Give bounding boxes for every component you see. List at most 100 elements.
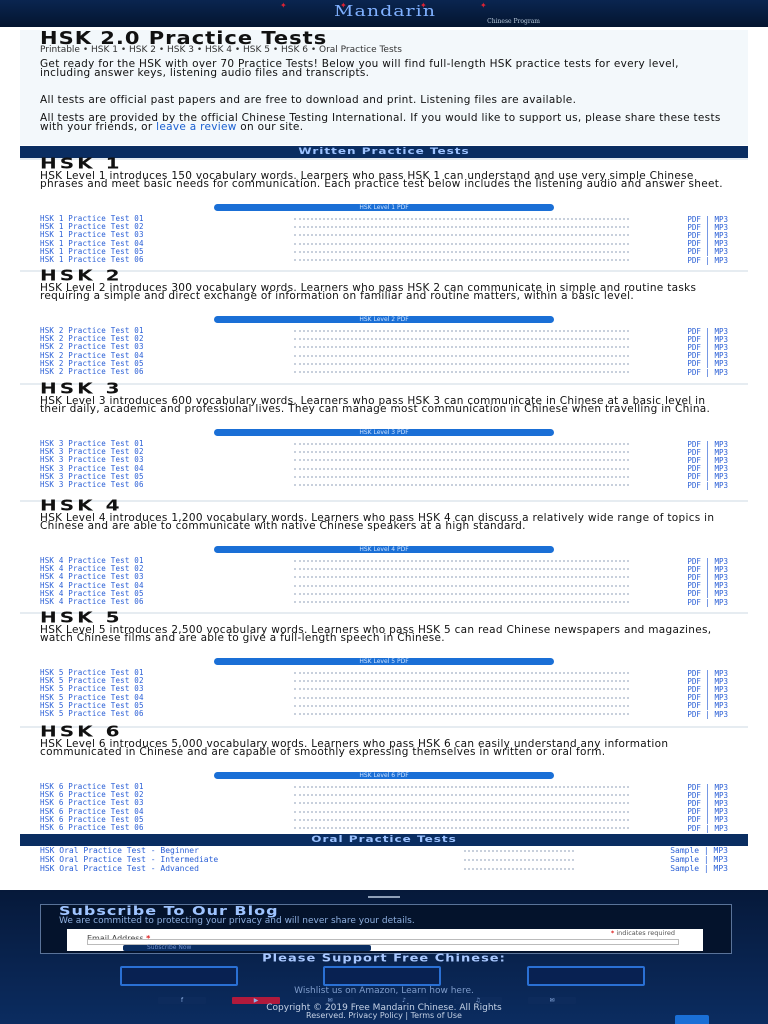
support-button-3[interactable] — [527, 966, 645, 986]
test-link[interactable]: HSK 4 Practice Test 01 — [40, 557, 144, 566]
test-files-link[interactable]: PDF | MP3 — [687, 798, 728, 808]
test-link[interactable]: HSK 5 Practice Test 04 — [40, 693, 144, 702]
level-pdf-button[interactable]: HSK Level 1 PDF — [214, 204, 554, 211]
test-link[interactable]: HSK 6 Practice Test 01 — [40, 783, 144, 792]
test-files-link[interactable]: PDF | MP3 — [687, 693, 728, 703]
test-link[interactable]: HSK 4 Practice Test 02 — [40, 565, 144, 574]
test-link[interactable]: HSK 2 Practice Test 04 — [40, 351, 144, 360]
test-files-link[interactable]: PDF | MP3 — [687, 239, 728, 249]
test-files-link[interactable]: PDF | MP3 — [687, 790, 728, 800]
test-link[interactable]: HSK 3 Practice Test 04 — [40, 464, 144, 473]
subscribe-button[interactable]: Subscribe Now — [123, 945, 371, 951]
test-files-link[interactable]: PDF | MP3 — [687, 564, 728, 574]
test-link[interactable]: HSK 3 Practice Test 06 — [40, 481, 144, 490]
test-link[interactable]: HSK 1 Practice Test 02 — [40, 223, 144, 232]
test-row: HSK 1 Practice Test 02 PDF | MP3 — [40, 222, 728, 232]
social-icon[interactable]: ♫ — [454, 997, 502, 1004]
site-logo[interactable]: ✦ ✦ ✦ ✦ Mandarin Chinese Program — [220, 1, 550, 25]
test-link[interactable]: HSK 2 Practice Test 02 — [40, 335, 144, 344]
level-pdf-button[interactable]: HSK Level 3 PDF — [214, 429, 554, 436]
oral-test-files-link[interactable]: Sample | MP3 — [670, 864, 728, 873]
back-to-top-button[interactable] — [675, 1015, 709, 1024]
test-files-link[interactable]: PDF | MP3 — [687, 439, 728, 449]
test-link[interactable]: HSK 3 Practice Test 02 — [40, 448, 144, 457]
test-files-link[interactable]: PDF | MP3 — [687, 230, 728, 240]
test-link[interactable]: HSK 1 Practice Test 04 — [40, 239, 144, 248]
social-icon[interactable]: ▶ — [232, 997, 280, 1004]
test-link[interactable]: HSK 6 Practice Test 05 — [40, 815, 144, 824]
test-files-link[interactable]: PDF | MP3 — [687, 455, 728, 465]
test-files-link[interactable]: PDF | MP3 — [687, 326, 728, 336]
test-link[interactable]: HSK 6 Practice Test 03 — [40, 799, 144, 808]
test-link[interactable]: HSK 2 Practice Test 01 — [40, 327, 144, 336]
test-files-link[interactable]: PDF | MP3 — [687, 367, 728, 377]
test-link[interactable]: HSK 1 Practice Test 05 — [40, 247, 144, 256]
test-link[interactable]: HSK 5 Practice Test 02 — [40, 677, 144, 686]
test-files-link[interactable]: PDF | MP3 — [687, 684, 728, 694]
test-link[interactable]: HSK 5 Practice Test 05 — [40, 701, 144, 710]
test-link[interactable]: HSK 6 Practice Test 04 — [40, 807, 144, 816]
test-link[interactable]: HSK 3 Practice Test 01 — [40, 440, 144, 449]
test-files-link[interactable]: PDF | MP3 — [687, 472, 728, 482]
oral-test-link[interactable]: HSK Oral Practice Test - Intermediate — [40, 855, 219, 864]
test-link[interactable]: HSK 2 Practice Test 05 — [40, 359, 144, 368]
test-files-link[interactable]: PDF | MP3 — [687, 581, 728, 591]
level-pdf-button[interactable]: HSK Level 2 PDF — [214, 316, 554, 323]
test-files-link[interactable]: PDF | MP3 — [687, 676, 728, 686]
test-link[interactable]: HSK 2 Practice Test 03 — [40, 343, 144, 352]
oral-test-files-link[interactable]: Sample | MP3 — [670, 846, 728, 855]
test-files-link[interactable]: PDF | MP3 — [687, 701, 728, 711]
test-files-link[interactable]: PDF | MP3 — [687, 589, 728, 599]
test-files-link[interactable]: PDF | MP3 — [687, 247, 728, 257]
social-icon[interactable]: ✉ — [306, 997, 354, 1004]
test-files-link[interactable]: PDF | MP3 — [687, 222, 728, 232]
test-files-link[interactable]: PDF | MP3 — [687, 572, 728, 582]
support-button-2[interactable] — [323, 966, 441, 986]
oral-test-files-link[interactable]: Sample | MP3 — [670, 855, 728, 864]
review-link[interactable]: leave a review — [156, 120, 237, 133]
test-files-link[interactable]: PDF | MP3 — [687, 334, 728, 344]
test-files-link[interactable]: PDF | MP3 — [687, 597, 728, 607]
test-link[interactable]: HSK 1 Practice Test 01 — [40, 215, 144, 224]
oral-test-link[interactable]: HSK Oral Practice Test - Beginner — [40, 846, 199, 855]
test-link[interactable]: HSK 5 Practice Test 01 — [40, 669, 144, 678]
test-link[interactable]: HSK 1 Practice Test 03 — [40, 231, 144, 240]
test-files-link[interactable]: PDF | MP3 — [687, 351, 728, 361]
test-files-link[interactable]: PDF | MP3 — [687, 782, 728, 792]
test-link[interactable]: HSK 3 Practice Test 03 — [40, 456, 144, 465]
email-input[interactable] — [87, 939, 679, 945]
support-button-1[interactable] — [120, 966, 238, 986]
test-files-link[interactable]: PDF | MP3 — [687, 668, 728, 678]
test-files-link[interactable]: PDF | MP3 — [687, 447, 728, 457]
social-icon[interactable]: ✉ — [528, 997, 576, 1004]
test-link[interactable]: HSK 6 Practice Test 02 — [40, 791, 144, 800]
test-link[interactable]: HSK 4 Practice Test 04 — [40, 581, 144, 590]
test-link[interactable]: HSK 5 Practice Test 06 — [40, 710, 144, 719]
test-files-link[interactable]: PDF | MP3 — [687, 464, 728, 474]
test-files-link[interactable]: PDF | MP3 — [687, 807, 728, 817]
test-files-link[interactable]: PDF | MP3 — [687, 480, 728, 490]
oral-test-link[interactable]: HSK Oral Practice Test - Advanced — [40, 864, 199, 873]
level-pdf-button[interactable]: HSK Level 6 PDF — [214, 772, 554, 779]
test-link[interactable]: HSK 4 Practice Test 03 — [40, 573, 144, 582]
test-link[interactable]: HSK 4 Practice Test 05 — [40, 589, 144, 598]
test-files-link[interactable]: PDF | MP3 — [687, 823, 728, 833]
level-pdf-button[interactable]: HSK Level 5 PDF — [214, 658, 554, 665]
test-files-link[interactable]: PDF | MP3 — [687, 359, 728, 369]
level-pdf-button[interactable]: HSK Level 4 PDF — [214, 546, 554, 553]
test-files-link[interactable]: PDF | MP3 — [687, 255, 728, 265]
test-files-link[interactable]: PDF | MP3 — [687, 342, 728, 352]
test-files-link[interactable]: PDF | MP3 — [687, 815, 728, 825]
test-link[interactable]: HSK 3 Practice Test 05 — [40, 472, 144, 481]
test-files-link[interactable]: PDF | MP3 — [687, 709, 728, 719]
test-link[interactable]: HSK 4 Practice Test 06 — [40, 598, 144, 607]
test-files-link[interactable]: PDF | MP3 — [687, 214, 728, 224]
test-link[interactable]: HSK 5 Practice Test 03 — [40, 685, 144, 694]
test-link[interactable]: HSK 6 Practice Test 06 — [40, 824, 144, 833]
social-icon[interactable]: f — [158, 997, 206, 1004]
test-link[interactable]: HSK 2 Practice Test 06 — [40, 368, 144, 377]
social-icon[interactable]: ♪ — [380, 997, 428, 1004]
test-files-link[interactable]: PDF | MP3 — [687, 556, 728, 566]
wishlist-text[interactable]: Wishlist us on Amazon, Learn how here. — [294, 986, 474, 996]
test-link[interactable]: HSK 1 Practice Test 06 — [40, 256, 144, 265]
